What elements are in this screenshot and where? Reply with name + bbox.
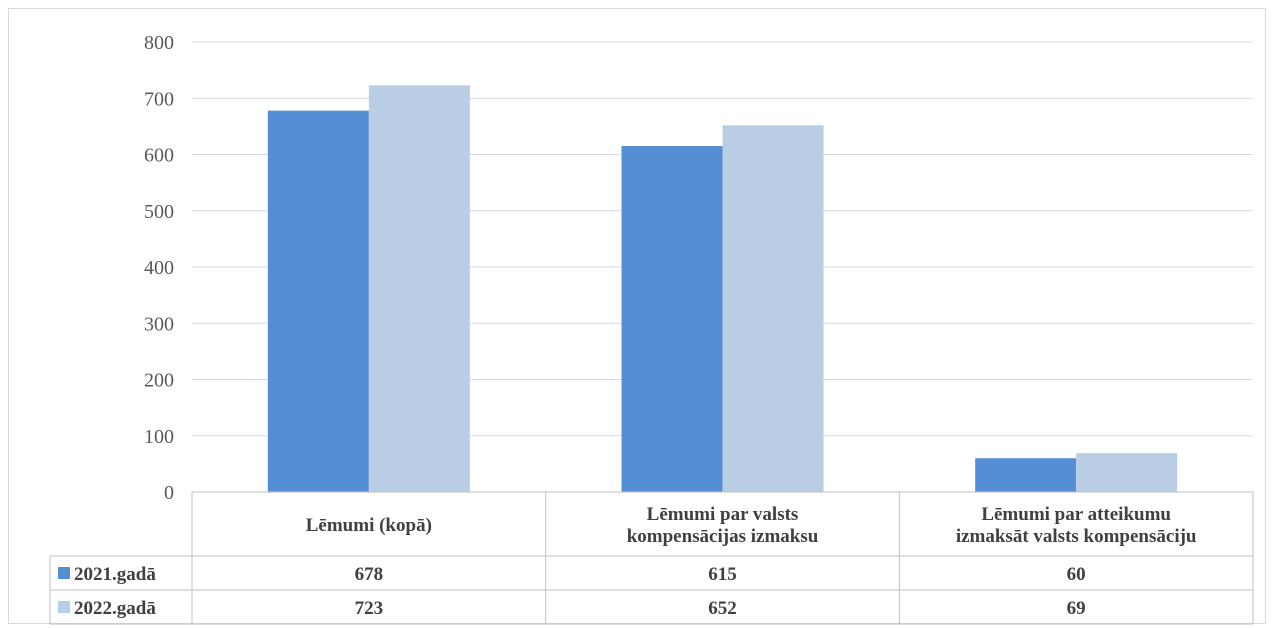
series-name: 2022.gadā [74, 598, 156, 619]
data-value: 60 [1067, 564, 1086, 585]
bar-2021.gadā-2 [975, 458, 1077, 492]
y-tick-label: 400 [144, 257, 174, 279]
category-label: Lēmumi par atteikumu [981, 504, 1171, 525]
category-label: izmaksāt valsts kompensāciju [956, 526, 1197, 547]
data-value: 69 [1067, 598, 1086, 619]
y-tick-label: 100 [144, 426, 174, 448]
bar-2022.gadā-1 [722, 125, 824, 492]
legend-key-2022.gadā [58, 601, 70, 613]
y-tick-label: 0 [164, 482, 174, 504]
y-tick-label: 700 [144, 88, 174, 110]
data-value: 723 [355, 598, 384, 619]
y-tick-label: 800 [144, 32, 174, 54]
bar-2022.gadā-2 [1076, 453, 1178, 492]
y-tick-label: 500 [144, 201, 174, 223]
data-value: 615 [708, 564, 737, 585]
bar-2021.gadā-0 [267, 110, 369, 492]
data-value: 652 [708, 598, 737, 619]
bar-2021.gadā-1 [621, 146, 723, 492]
y-tick-label: 300 [144, 313, 174, 335]
y-tick-label: 600 [144, 145, 174, 167]
legend-key-2021.gadā [58, 567, 70, 579]
series-name: 2021.gadā [74, 564, 156, 585]
category-label: Lēmumi (kopā) [306, 515, 432, 536]
y-tick-label: 200 [144, 370, 174, 392]
bar-2022.gadā-0 [368, 85, 470, 492]
category-label: Lēmumi par valsts [647, 504, 799, 525]
category-label: kompensācijas izmaksu [627, 526, 819, 547]
data-value: 678 [355, 564, 384, 585]
